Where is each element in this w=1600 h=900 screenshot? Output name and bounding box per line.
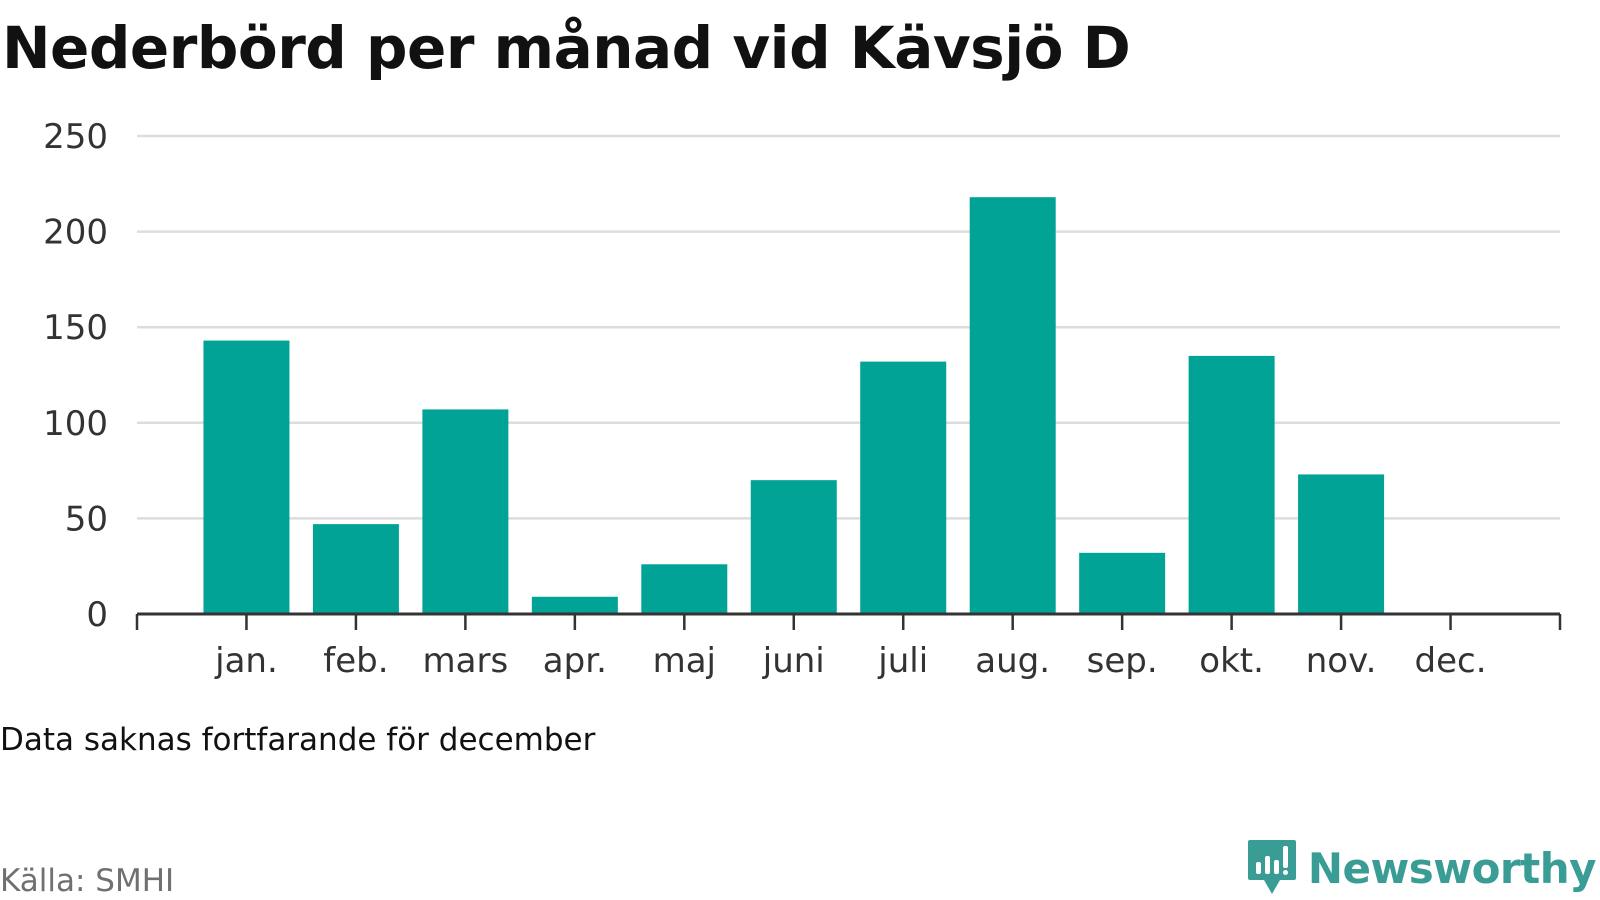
y-tick-label: 250 (43, 117, 108, 157)
x-tick-label: okt. (1199, 641, 1264, 681)
bar (312, 524, 399, 614)
bar (531, 596, 618, 614)
x-tick-label: dec. (1415, 641, 1487, 681)
x-tick-label: feb. (323, 641, 388, 681)
x-tick-label: apr. (543, 641, 607, 681)
bar (1188, 355, 1275, 614)
bar (641, 564, 728, 614)
x-tick-label: nov. (1306, 641, 1377, 681)
x-tick-labels: jan. feb. mars apr. maj juni juli aug. sep. okt. n… (214, 641, 1486, 681)
x-tick-label: aug. (975, 641, 1050, 681)
footnote: Data saknas fortfarande för december (0, 722, 596, 758)
y-tick-label: 200 (43, 213, 108, 253)
x-tick-label: maj (653, 641, 716, 681)
newsworthy-logo-icon (1247, 840, 1296, 894)
source-label: Källa: SMHI (0, 863, 175, 899)
y-tick-label: 50 (65, 499, 108, 539)
x-tick-label: juli (877, 641, 928, 681)
brand-logo[interactable]: Newsworthy (1246, 838, 1597, 898)
brand-name: Newsworthy (1307, 843, 1597, 893)
bar (750, 480, 837, 614)
bar (422, 409, 509, 614)
bar (1079, 552, 1166, 614)
y-tick-label: 150 (43, 308, 108, 348)
gridlines (137, 134, 1560, 520)
bar (1298, 474, 1385, 614)
bars (203, 197, 1385, 614)
y-tick-labels: 0 50 100 150 200 250 (43, 117, 108, 635)
x-tick-label: sep. (1087, 641, 1158, 681)
y-tick-label: 100 (43, 404, 108, 444)
bar (203, 340, 290, 614)
chart-title: Nederbörd per månad vid Kävsjö D (2, 14, 1131, 82)
x-tick-label: juni (762, 641, 825, 681)
x-tick-label: jan. (214, 641, 278, 681)
y-tick-label: 0 (86, 595, 108, 635)
x-axis (135, 612, 1562, 630)
bar (860, 361, 947, 614)
bar (969, 197, 1056, 614)
x-tick-label: mars (423, 641, 509, 681)
